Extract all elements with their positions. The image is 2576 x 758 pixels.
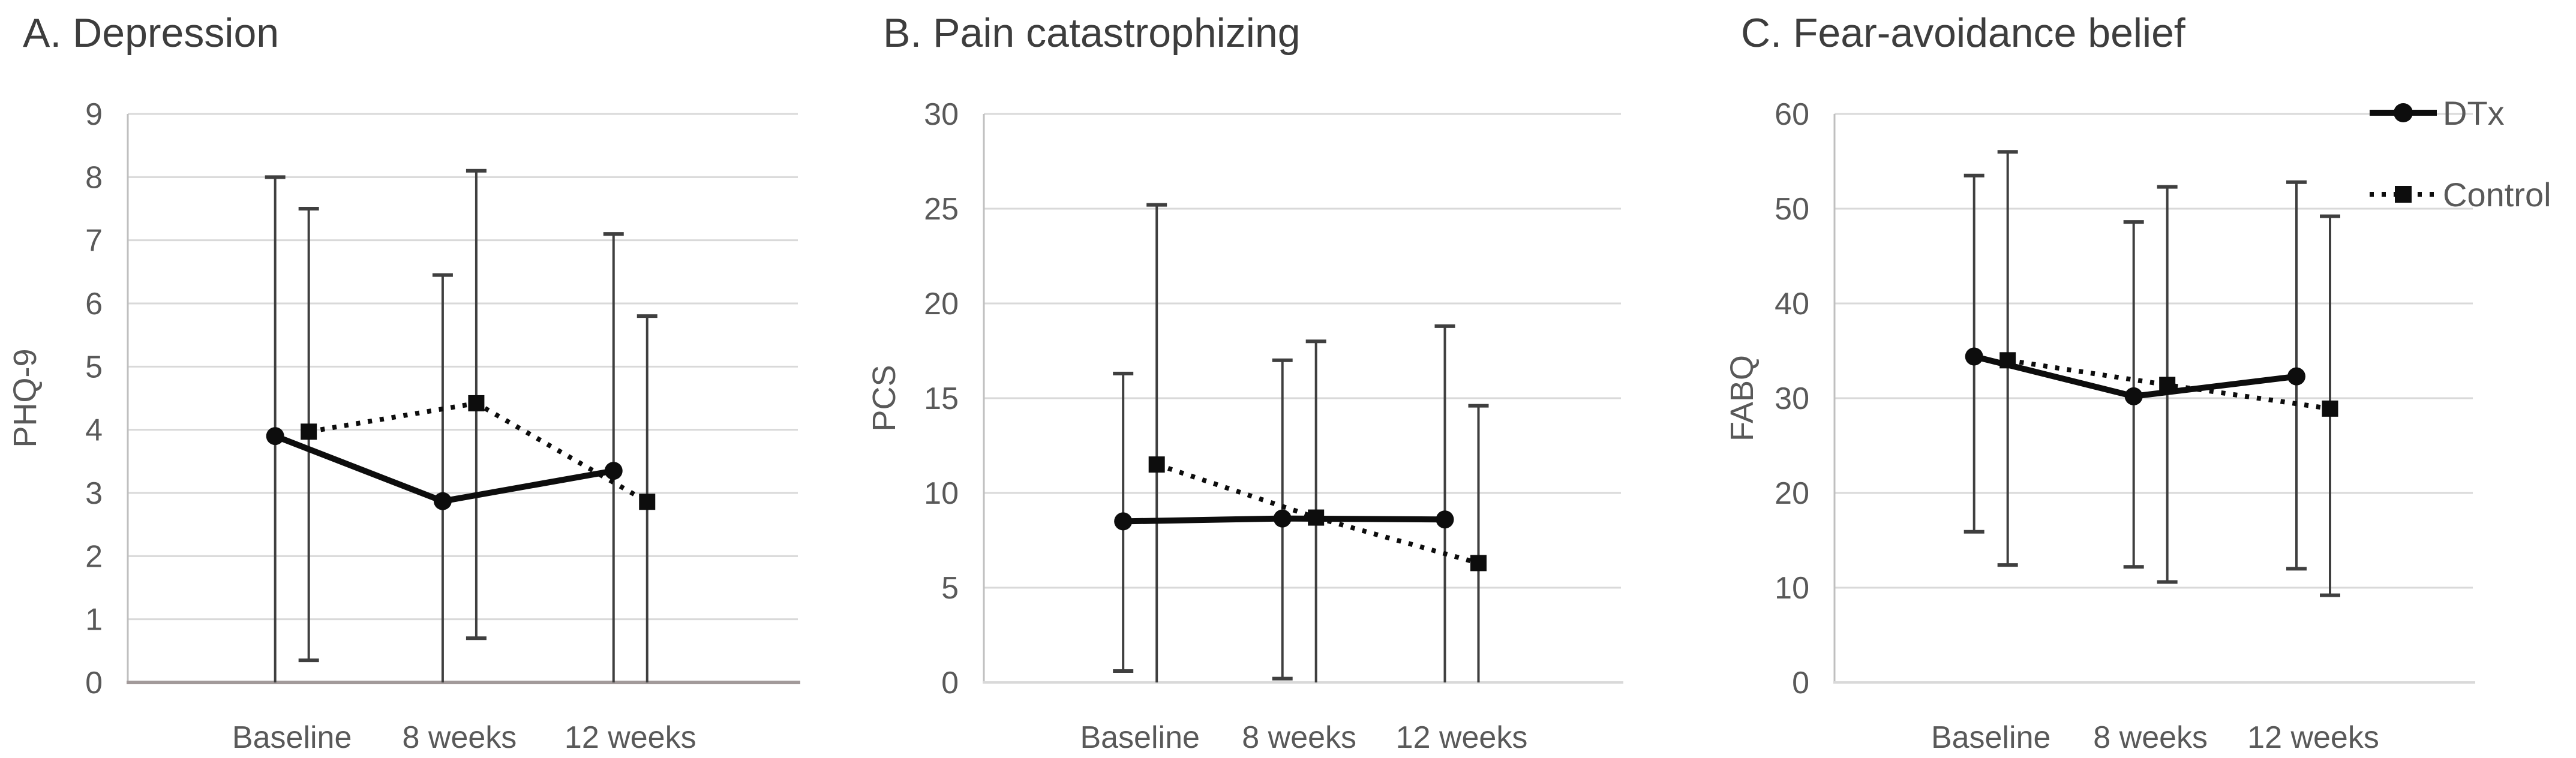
y-tick-label: 4	[85, 413, 103, 448]
y-tick-label: 20	[1775, 476, 1809, 511]
panel-a-plot: 0 1 2 3 4 5 6 7 8 9 Baseline 8 weeks 12 weeks	[85, 97, 800, 755]
panel-c-y-axis-title: FABQ	[1724, 354, 1760, 442]
y-tick-label: 9	[85, 97, 103, 132]
y-tick-label: 15	[924, 381, 959, 416]
dtx-marker-circle	[1273, 509, 1292, 528]
control-line-square-icon	[2370, 186, 2437, 203]
y-tick-label: 1	[85, 603, 103, 637]
dtx-marker-circle	[2124, 387, 2143, 405]
y-tick-label: 5	[85, 350, 103, 384]
dtx-line-circle-icon	[2370, 103, 2437, 122]
x-tick-label: 8 weeks	[1242, 720, 1356, 755]
panel-b-y-axis-title: PCS	[866, 365, 902, 432]
panel-b-title: B. Pain catastrophizing	[883, 10, 1301, 56]
panel-a-y-axis-title: PHQ-9	[7, 348, 43, 448]
control-marker-square	[1308, 509, 1325, 526]
y-tick-label: 40	[1775, 287, 1809, 321]
control-marker-square	[2159, 377, 2176, 393]
y-tick-label: 5	[941, 571, 959, 606]
legend-item-dtx: DTx	[2368, 90, 2551, 136]
y-tick-label: 10	[924, 476, 959, 511]
control-marker-square	[639, 494, 656, 510]
y-tick-label: 3	[85, 476, 103, 511]
y-tick-label: 20	[924, 287, 959, 321]
y-tick-label: 30	[1775, 381, 1809, 416]
x-tick-label: 12 weeks	[565, 720, 696, 755]
legend-label-dtx: DTx	[2443, 94, 2505, 132]
x-tick-label: Baseline	[232, 720, 352, 755]
y-tick-label: 10	[1775, 571, 1809, 606]
dtx-marker-circle	[266, 427, 284, 446]
panel-a-title: A. Depression	[23, 10, 280, 56]
y-tick-label: 25	[924, 192, 959, 227]
control-marker-square	[301, 423, 317, 440]
y-tick-label: 50	[1775, 192, 1809, 227]
control-marker-square	[468, 395, 485, 411]
dtx-marker-circle	[1965, 347, 1983, 366]
y-tick-label: 8	[85, 160, 103, 195]
control-marker-square	[1148, 456, 1165, 473]
panel-c-plot: 0 10 20 30 40 50 60 Baseline 8 weeks 12 weeks	[1775, 97, 2475, 755]
control-marker-square	[2322, 400, 2338, 417]
control-marker-square	[1999, 352, 2016, 369]
y-tick-label: 2	[85, 539, 103, 574]
dtx-marker-circle	[2287, 367, 2305, 386]
legend-item-control: Control	[2368, 172, 2551, 217]
control-series-line	[308, 401, 648, 504]
y-tick-label: 0	[941, 666, 959, 700]
x-tick-label: Baseline	[1931, 720, 2050, 755]
legend: DTx Control	[2368, 90, 2551, 217]
x-tick-label: Baseline	[1080, 720, 1199, 755]
y-tick-label: 7	[85, 224, 103, 258]
dtx-series-line	[274, 433, 614, 504]
control-marker-square	[1470, 555, 1487, 571]
dtx-marker-circle	[604, 462, 623, 480]
y-tick-label: 0	[1792, 666, 1809, 700]
dtx-marker-circle	[433, 492, 452, 510]
panel-b-plot: 0 5 10 15 20 25 30 Baseline 8 weeks 12 weeks	[924, 97, 1623, 755]
x-tick-label: 12 weeks	[1396, 720, 1528, 755]
y-tick-label: 0	[85, 666, 103, 700]
x-tick-label: 12 weeks	[2247, 720, 2379, 755]
dtx-marker-circle	[1114, 512, 1133, 531]
panel-c-title: C. Fear-avoidance belief	[1741, 10, 2185, 56]
y-tick-label: 60	[1775, 97, 1809, 132]
x-tick-label: 8 weeks	[2093, 720, 2208, 755]
y-tick-label: 6	[85, 287, 103, 321]
legend-label-control: Control	[2443, 175, 2551, 213]
y-tick-label: 30	[924, 97, 959, 132]
x-tick-label: 8 weeks	[403, 720, 517, 755]
dtx-marker-circle	[1436, 510, 1454, 529]
